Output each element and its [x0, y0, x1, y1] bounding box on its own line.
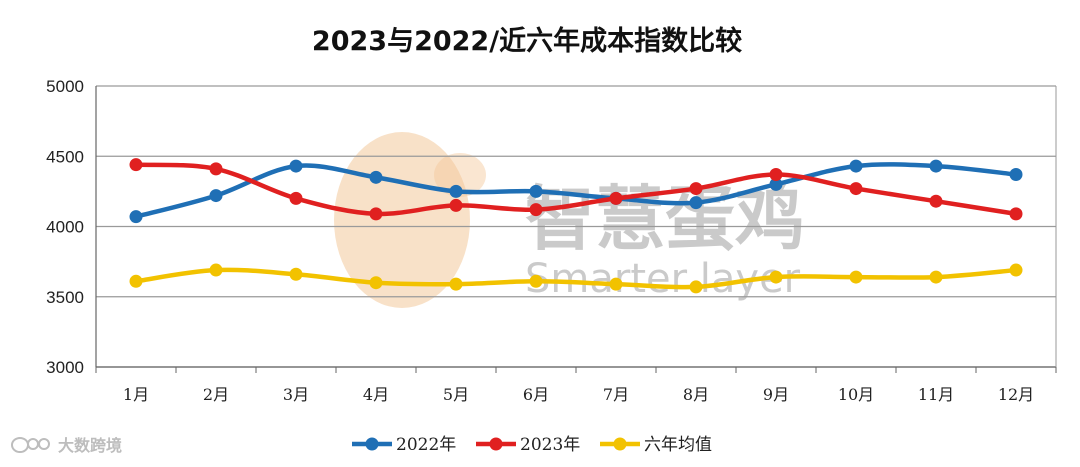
data-point [1009, 263, 1023, 277]
data-point [449, 277, 463, 291]
data-point [129, 210, 143, 224]
data-point [369, 170, 383, 184]
watermark-text-cn: 智慧蛋鸡 [525, 178, 805, 260]
x-tick-label: 6月 [523, 385, 549, 404]
data-point [929, 194, 943, 208]
x-tick-label: 9月 [763, 385, 789, 404]
data-point [449, 184, 463, 198]
data-point [289, 267, 303, 281]
plot-area: 3000 3500 4000 4500 5000 1月 2月 3月 4月 5月 6月 7月 8月 9月 10… [46, 77, 1057, 404]
legend: 2022年 2023年 六年均值 [352, 435, 712, 455]
legend-marker [613, 437, 627, 451]
data-point [769, 168, 783, 182]
data-point [129, 274, 143, 288]
x-tick-label: 2月 [203, 385, 229, 404]
data-point [209, 263, 223, 277]
data-point [609, 277, 623, 291]
corner-label: 大数跨境 [10, 432, 122, 456]
data-point [849, 182, 863, 196]
y-tick-label: 5000 [46, 77, 84, 96]
data-point [289, 191, 303, 205]
corner-label-text: 大数跨境 [58, 436, 123, 455]
x-tick-label: 5月 [443, 385, 469, 404]
data-point [369, 207, 383, 221]
data-point [289, 159, 303, 173]
weibo-icon [11, 437, 50, 453]
data-point [849, 270, 863, 284]
x-tick-label: 4月 [363, 385, 389, 404]
data-point [129, 158, 143, 172]
data-point [209, 189, 223, 203]
data-point [369, 276, 383, 290]
y-tick-label: 4000 [46, 218, 84, 237]
x-tick-label: 7月 [603, 385, 629, 404]
data-point [689, 196, 703, 210]
data-point [529, 203, 543, 217]
x-tick-label: 3月 [283, 385, 309, 404]
data-point [529, 184, 543, 198]
data-point [929, 159, 943, 173]
data-point [529, 274, 543, 288]
data-point [1009, 207, 1023, 221]
data-point [929, 270, 943, 284]
x-tick-label: 12月 [998, 385, 1034, 404]
data-point [449, 198, 463, 212]
x-tick-label: 1月 [123, 385, 149, 404]
data-point [689, 182, 703, 196]
legend-label: 2023年 [520, 435, 580, 455]
legend-label: 2022年 [396, 435, 456, 455]
series-line-2 [133, 267, 1019, 290]
legend-marker [489, 437, 503, 451]
data-point [689, 280, 703, 294]
x-tick-label: 11月 [918, 385, 954, 404]
data-point [769, 270, 783, 284]
y-tick-label: 3500 [46, 288, 84, 307]
data-point [849, 159, 863, 173]
legend-marker [365, 437, 379, 451]
legend-label: 六年均值 [644, 435, 712, 455]
x-tick-label: 10月 [838, 385, 874, 404]
x-tick-label: 8月 [683, 385, 709, 404]
data-point [1009, 168, 1023, 182]
data-point [209, 162, 223, 176]
data-point [769, 177, 783, 191]
y-tick-label: 3000 [46, 358, 84, 377]
chart-title: 2023与2022/近六年成本指数比较 [312, 25, 742, 57]
data-point [609, 191, 623, 205]
y-tick-label: 4500 [46, 147, 84, 166]
